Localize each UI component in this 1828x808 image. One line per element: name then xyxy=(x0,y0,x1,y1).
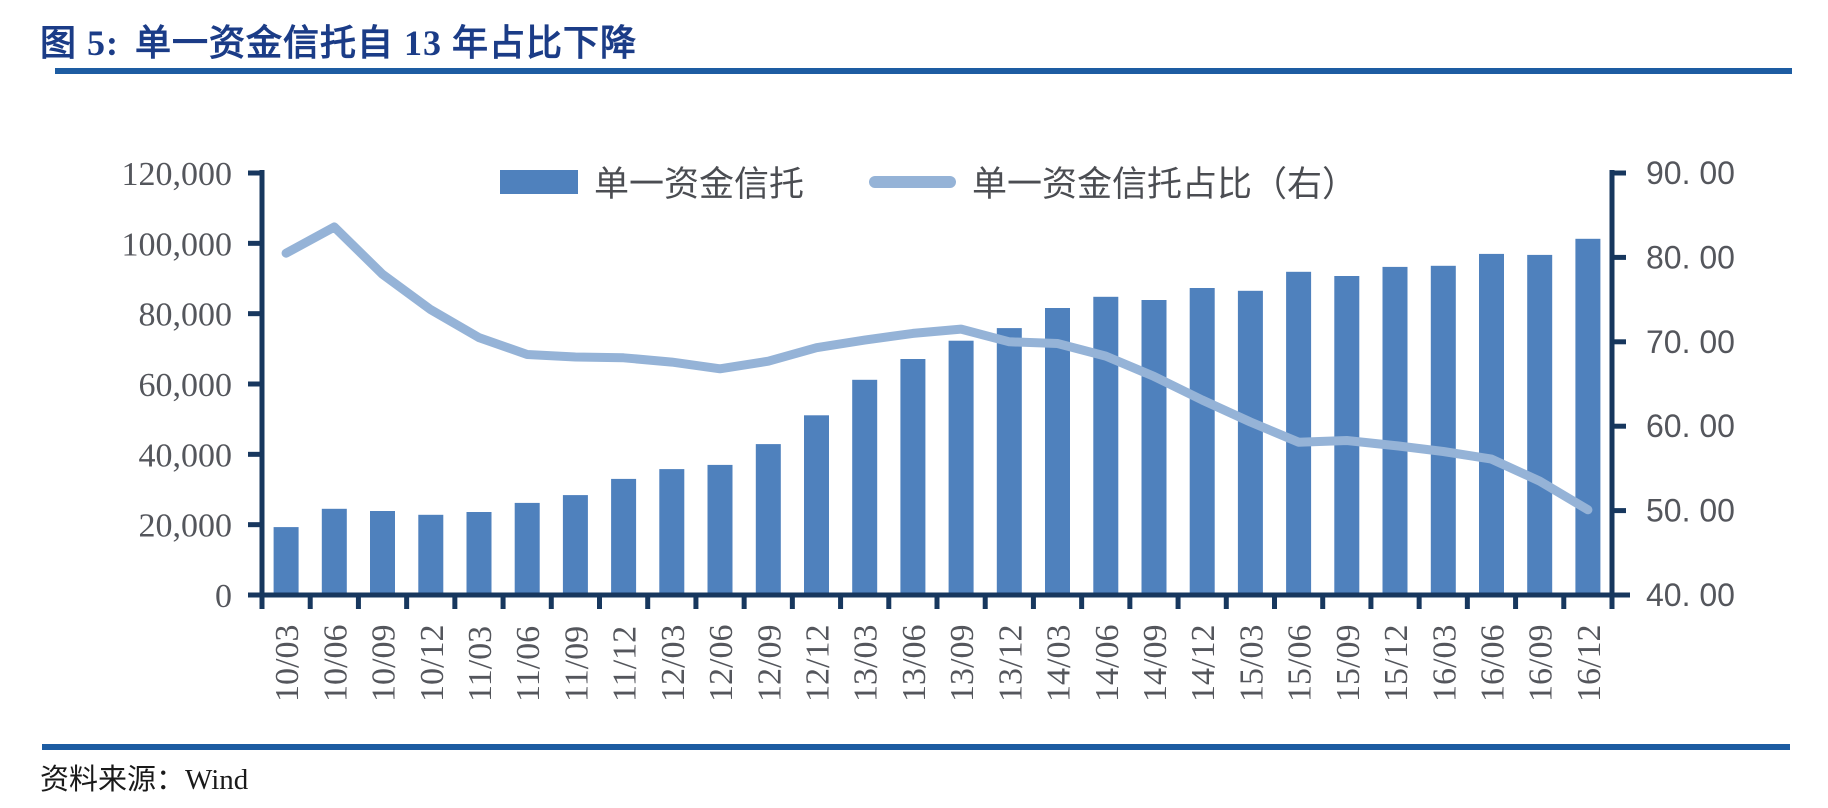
bar-15/06 xyxy=(1286,271,1312,595)
legend-item-bar-series: 单一资金信托 xyxy=(500,156,804,207)
source-line: 资料来源：Wind xyxy=(40,756,248,798)
right-axis-tick-label: 40. 00 xyxy=(1646,577,1735,613)
right-axis-tick-label: 50. 00 xyxy=(1646,493,1735,529)
x-axis-label: 13/03 xyxy=(848,625,885,702)
legend-item-line-series: 单一资金信托占比（右） xyxy=(869,156,1357,207)
x-axis-label: 10/09 xyxy=(366,625,403,702)
bar-14/09 xyxy=(1141,300,1167,595)
source-label: 资料来源： xyxy=(40,764,186,796)
figure-title-text: 单一资金信托自 13 年占比下降 xyxy=(135,23,638,63)
line-series-swatch-icon xyxy=(869,175,957,188)
x-axis-label: 12/06 xyxy=(703,625,740,702)
x-axis-label: 16/03 xyxy=(1426,625,1463,702)
chart-legend: 单一资金信托 单一资金信托占比（右） xyxy=(500,156,1357,207)
x-axis-label: 10/12 xyxy=(414,625,451,702)
x-axis-label: 11/06 xyxy=(510,626,547,702)
bar-10/09 xyxy=(370,511,395,595)
right-axis-tick-label: 60. 00 xyxy=(1646,408,1735,444)
left-axis-tick-label: 40,000 xyxy=(139,437,233,474)
legend-label: 单一资金信托占比（右） xyxy=(972,165,1358,204)
bar-12/12 xyxy=(804,415,829,595)
bar-series-swatch-icon xyxy=(500,169,578,194)
x-axis-label: 14/12 xyxy=(1185,625,1222,702)
x-axis-label: 12/09 xyxy=(751,625,788,702)
x-axis-label: 16/12 xyxy=(1571,625,1608,702)
bar-10/06 xyxy=(321,508,347,595)
legend-label: 单一资金信托 xyxy=(594,165,805,204)
bar-13/03 xyxy=(852,379,878,595)
bar-16/09 xyxy=(1527,254,1553,595)
ratio-line xyxy=(281,222,1593,515)
right-axis-tick-label: 90. 00 xyxy=(1646,155,1735,191)
x-axis-label: 13/06 xyxy=(896,625,933,702)
bar-16/12 xyxy=(1575,238,1601,596)
bar-16/03 xyxy=(1430,265,1456,595)
right-axis-tick-label: 80. 00 xyxy=(1646,239,1735,275)
figure-title: 图 5: 单一资金信托自 13 年占比下降 xyxy=(40,14,637,66)
bar-12/06 xyxy=(707,464,733,595)
x-axis-label: 15/03 xyxy=(1233,625,1270,702)
bar-15/09 xyxy=(1334,276,1360,595)
x-axis-label: 10/06 xyxy=(317,625,354,702)
bar-15/12 xyxy=(1382,266,1408,595)
bar-14/12 xyxy=(1189,288,1215,595)
left-axis-tick-label: 120,000 xyxy=(122,156,233,193)
x-axis-label: 11/03 xyxy=(462,626,499,702)
figure-number: 图 5: xyxy=(40,23,119,63)
bar-11/03 xyxy=(466,512,492,595)
bar-16/06 xyxy=(1479,253,1504,595)
left-axis-tick-label: 100,000 xyxy=(122,226,233,263)
x-axis-label: 16/06 xyxy=(1475,625,1512,702)
x-axis-label: 15/06 xyxy=(1282,625,1319,702)
bar-11/09 xyxy=(562,495,588,595)
left-axis-tick-label: 80,000 xyxy=(139,297,233,334)
x-axis-label: 16/09 xyxy=(1523,625,1560,702)
bar-12/09 xyxy=(755,444,781,595)
bar-10/03 xyxy=(273,527,299,595)
bar-13/12 xyxy=(996,328,1022,595)
x-axis-label: 15/09 xyxy=(1330,625,1367,702)
x-axis-label: 11/12 xyxy=(607,626,644,702)
title-underline-rule xyxy=(55,68,1792,74)
bar-11/12 xyxy=(611,478,637,595)
bar-13/09 xyxy=(948,340,974,595)
x-axis-label: 13/09 xyxy=(944,625,981,702)
x-axis-label: 13/12 xyxy=(992,625,1029,702)
bar-13/06 xyxy=(900,359,926,595)
bar-14/06 xyxy=(1093,296,1119,595)
x-axis-label: 12/12 xyxy=(800,625,837,702)
left-axis-tick-label: 0 xyxy=(215,578,232,615)
left-axis-tick-label: 20,000 xyxy=(139,508,233,545)
left-axis-tick-label: 60,000 xyxy=(139,367,233,404)
footer-rule xyxy=(42,744,1790,750)
right-axis-tick-label: 70. 00 xyxy=(1646,324,1735,360)
x-axis-label: 10/03 xyxy=(269,625,306,702)
bar-10/12 xyxy=(418,514,444,595)
source-value: Wind xyxy=(185,764,249,796)
bar-12/03 xyxy=(659,469,685,595)
x-axis-label: 12/03 xyxy=(655,625,692,702)
x-axis-label: 14/03 xyxy=(1041,625,1078,702)
x-axis-label: 11/09 xyxy=(558,626,595,702)
bar-14/03 xyxy=(1045,308,1070,595)
x-axis-label: 14/06 xyxy=(1089,625,1126,702)
x-axis-label: 15/12 xyxy=(1378,625,1415,702)
x-axis-label: 14/09 xyxy=(1137,625,1174,702)
bar-11/06 xyxy=(514,502,540,595)
bar-15/03 xyxy=(1237,290,1263,595)
